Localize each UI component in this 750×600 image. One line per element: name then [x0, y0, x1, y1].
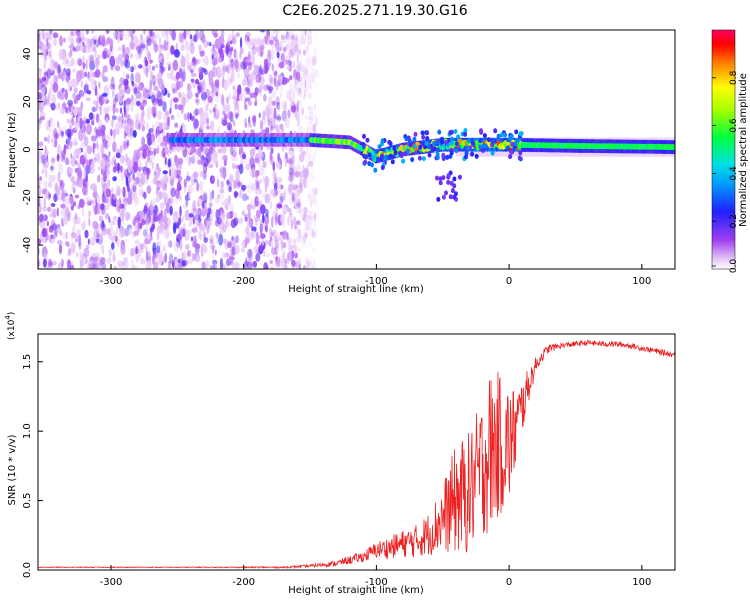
y-tick-label: 0.5	[22, 493, 33, 509]
snr-panel: -300 -200 -100 0 100 0.0 0.5 1.0 1.5 Height of …	[4, 312, 676, 596]
x-tick-label: 100	[632, 276, 651, 287]
x-tick-label: -200	[232, 276, 255, 287]
colorbar-tick-label: 0.0	[729, 259, 739, 274]
y-tick-label: -40	[22, 237, 33, 253]
colorbar	[712, 30, 735, 269]
y-exponent-label: (x104)	[4, 312, 17, 340]
x-tick-label: -300	[100, 276, 123, 287]
spectrogram-image	[38, 30, 675, 269]
colorbar-frame	[711, 29, 736, 270]
figure-title: C2E6.2025.271.19.30.G16	[282, 3, 467, 19]
colorbar-label: Normalized spectral amplitude	[738, 73, 749, 227]
y-tick-label: 1.0	[22, 423, 33, 439]
bottom-x-axis-label: Height of straight line (km)	[288, 585, 424, 596]
x-tick-label: 0	[506, 276, 512, 287]
top-x-axis-label: Height of straight line (km)	[288, 284, 424, 295]
x-tick-label: -200	[232, 577, 255, 588]
snr-series-line	[38, 339, 675, 570]
y-tick-label: -20	[22, 189, 33, 205]
y-tick-label: 1.5	[22, 354, 33, 370]
y-tick-label: 20	[22, 95, 33, 108]
bottom-plot-frame	[37, 333, 676, 571]
top-y-axis-label: Frequency (Hz)	[7, 112, 18, 188]
y-tick-label: 40	[22, 48, 33, 61]
y-tick-label: 0.0	[22, 562, 33, 578]
colorbar-tick-label: 0.4	[729, 166, 739, 181]
x-tick-label: 100	[632, 577, 651, 588]
x-tick-label: 0	[506, 577, 512, 588]
colorbar-tick-label: 0.6	[729, 118, 739, 133]
x-tick-label: -300	[100, 577, 123, 588]
x-tick-label: -100	[365, 276, 388, 287]
x-tick-label: -100	[365, 577, 388, 588]
colorbar-tick-label: 0.8	[729, 70, 739, 85]
colorbar-tick-label: 0.2	[729, 214, 739, 228]
y-tick-label: 0	[22, 146, 33, 152]
bottom-y-axis-label: SNR (10 * v/v)	[7, 434, 18, 505]
